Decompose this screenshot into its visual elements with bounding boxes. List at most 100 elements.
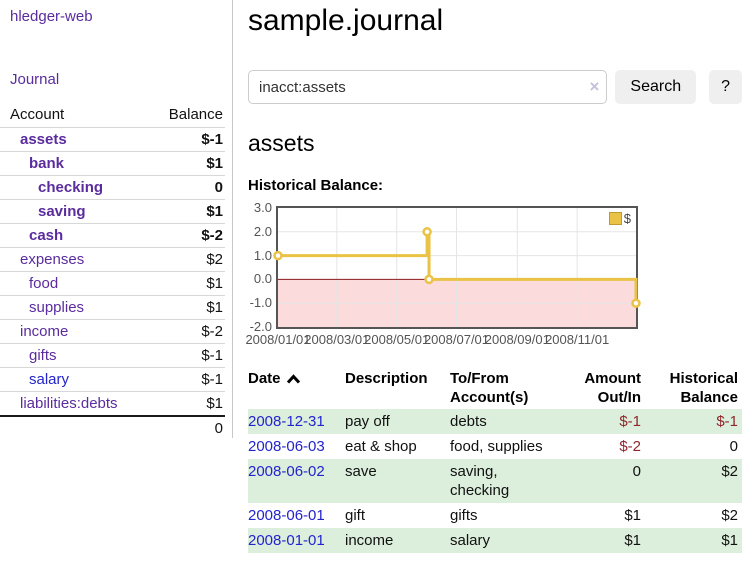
- transaction-description: pay off: [345, 413, 390, 430]
- y-axis-tick-label: 2.0: [253, 223, 272, 239]
- transaction-date-link[interactable]: 2008-06-01: [248, 507, 325, 524]
- account-link[interactable]: liabilities:debts: [20, 395, 118, 412]
- accounts-total-balance: 0: [148, 415, 225, 440]
- account-link[interactable]: salary: [29, 371, 70, 388]
- account-balance: $1: [148, 391, 225, 416]
- date-header-label: Date: [248, 370, 281, 387]
- clear-search-icon[interactable]: ×: [589, 77, 600, 96]
- account-balance: $1: [148, 151, 225, 176]
- account-balance: $-2: [148, 319, 225, 344]
- y-axis-tick-label: -2.0: [249, 319, 272, 334]
- account-balance: $-1: [148, 127, 225, 152]
- transaction-amount: $-2: [619, 438, 641, 455]
- account-balance: $-1: [148, 343, 225, 368]
- transaction-balance: $1: [721, 532, 738, 549]
- y-axis-tick-label: -1.0: [249, 295, 272, 311]
- account-link[interactable]: supplies: [29, 299, 85, 316]
- y-axis-tick-label: 1.0: [253, 247, 272, 263]
- register-table: Date Description To/From Account(s) Amou…: [248, 367, 742, 553]
- accounts-header-row: Account Balance: [0, 104, 225, 128]
- app-title-link[interactable]: hledger-web: [10, 8, 93, 25]
- account-row: saving $1: [0, 199, 225, 224]
- transaction-description: income: [345, 532, 394, 549]
- x-axis-tick-label: 2008/11/01: [545, 332, 610, 347]
- transaction-date-link[interactable]: 2008-06-03: [248, 438, 325, 455]
- chart-legend: $: [608, 211, 631, 226]
- account-row: bank $1: [0, 151, 225, 176]
- transaction-row[interactable]: 2008-06-01 gift gifts $1 $2: [248, 503, 742, 528]
- transaction-accounts: debts: [450, 413, 487, 430]
- register-header-accounts: To/From Account(s): [450, 370, 529, 406]
- account-row: salary $-1: [0, 367, 225, 392]
- transaction-accounts: food, supplies: [450, 438, 543, 455]
- transaction-row[interactable]: 2008-12-31 pay off debts $-1 $-1: [248, 409, 742, 434]
- account-balance: $1: [148, 295, 225, 320]
- transaction-description: save: [345, 463, 377, 480]
- transaction-description: gift: [345, 507, 366, 524]
- account-link[interactable]: checking: [38, 179, 104, 196]
- account-link[interactable]: cash: [29, 227, 64, 244]
- transaction-date-link[interactable]: 2008-12-31: [248, 413, 325, 430]
- account-link[interactable]: expenses: [20, 251, 85, 268]
- account-link[interactable]: food: [29, 275, 59, 292]
- chart-title: Historical Balance:: [248, 177, 384, 194]
- account-row: liabilities:debts $1: [0, 391, 225, 416]
- transaction-date-link[interactable]: 2008-06-02: [248, 463, 325, 480]
- series-color-swatch-icon: [608, 212, 622, 225]
- account-balance: $2: [148, 247, 225, 272]
- transaction-date-link[interactable]: 2008-01-01: [248, 532, 325, 549]
- main-content: sample.journal × Search ? assets Histori…: [245, 0, 742, 553]
- account-row: food $1: [0, 271, 225, 296]
- y-axis-tick-label: 0.0: [253, 271, 272, 287]
- chart-canvas: [273, 208, 641, 327]
- account-heading: assets: [248, 130, 315, 156]
- page-title: sample.journal: [248, 4, 444, 37]
- search-input-wrap: ×: [248, 70, 608, 104]
- transaction-row[interactable]: 2008-01-01 income salary $1 $1: [248, 528, 742, 553]
- register-header-description: Description: [345, 370, 428, 387]
- sidebar-item-journal[interactable]: Journal: [10, 71, 60, 88]
- transaction-accounts: salary: [450, 532, 491, 549]
- transaction-accounts: saving, checking: [450, 463, 510, 499]
- sidebar: hledger-web Journal Account Balance asse…: [0, 0, 233, 440]
- account-link[interactable]: saving: [38, 203, 86, 220]
- transaction-balance: $2: [721, 463, 738, 480]
- search-input[interactable]: [248, 70, 608, 104]
- search-bar: × Search ?: [248, 70, 742, 104]
- historical-balance-chart: $ 3.0 2.0 1.0 0.0 -1.0 -2.0 2008/01/01 2008/03/…: [245, 201, 742, 349]
- transaction-row[interactable]: 2008-06-02 save saving, checking 0 $2: [248, 459, 742, 503]
- transaction-amount: $1: [624, 507, 641, 524]
- transaction-balance: $2: [721, 507, 738, 524]
- account-link[interactable]: income: [20, 323, 69, 340]
- transaction-row[interactable]: 2008-06-03 eat & shop food, supplies $-2 0: [248, 434, 742, 459]
- register-header-date[interactable]: Date: [248, 367, 345, 409]
- y-axis-tick-label: 3.0: [253, 200, 272, 215]
- account-link[interactable]: bank: [29, 155, 65, 172]
- transaction-balance: $-1: [716, 413, 738, 430]
- account-row: checking 0: [0, 175, 225, 200]
- account-balance: $1: [148, 271, 225, 296]
- account-balance: $1: [148, 199, 225, 224]
- register-header-balance: Historical Balance: [669, 370, 738, 406]
- accounts-header-account: Account: [10, 106, 65, 123]
- account-row: cash $-2: [0, 223, 225, 248]
- help-button[interactable]: ?: [709, 70, 742, 104]
- account-link[interactable]: gifts: [29, 347, 57, 364]
- search-button[interactable]: Search: [615, 70, 697, 104]
- register-header-row: Date Description To/From Account(s) Amou…: [248, 367, 742, 409]
- series-label: $: [623, 211, 631, 226]
- account-row: gifts $-1: [0, 343, 225, 368]
- transaction-accounts: gifts: [450, 507, 478, 524]
- transaction-balance: 0: [729, 438, 738, 455]
- account-link[interactable]: assets: [20, 131, 67, 148]
- accounts-total-row: 0: [0, 415, 225, 440]
- sort-ascending-icon: [286, 374, 300, 384]
- x-axis-tick-label: 2008/03/01: [304, 332, 370, 347]
- accounts-table: Account Balance assets $-1 bank $1 checking 0…: [0, 104, 225, 440]
- x-axis-tick-label: 2008/07/01: [423, 332, 490, 347]
- account-balance: $-2: [148, 223, 225, 248]
- transaction-description: eat & shop: [345, 438, 417, 455]
- transaction-amount: $-1: [619, 413, 641, 430]
- transaction-amount: $1: [624, 532, 641, 549]
